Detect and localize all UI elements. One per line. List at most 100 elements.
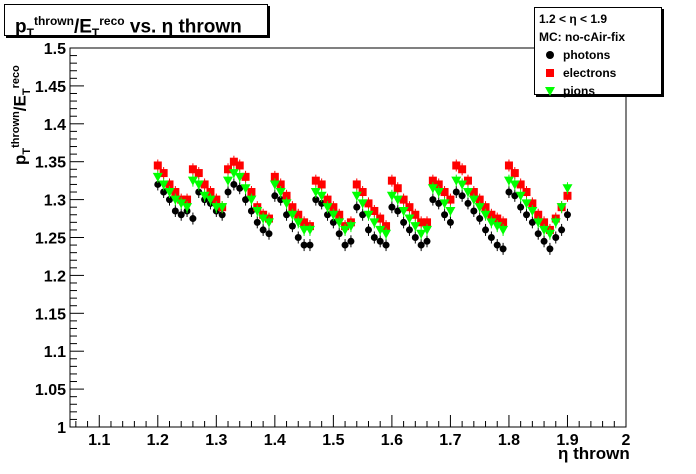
pions-point	[509, 180, 520, 190]
photons-point	[294, 234, 302, 241]
electrons-point	[370, 206, 379, 215]
electrons-point	[393, 184, 402, 193]
electrons-point	[423, 218, 432, 227]
electrons-point	[270, 172, 279, 181]
pions-point	[164, 188, 175, 198]
electrons-point	[469, 188, 478, 197]
electrons-point	[212, 195, 221, 204]
photons-point	[165, 196, 173, 204]
x-tick-label: 1.3	[205, 432, 227, 449]
pions-point	[340, 225, 351, 235]
ylabel-e-sub: T	[21, 88, 34, 96]
circle-marker-icon	[539, 46, 563, 64]
pions-point	[474, 203, 485, 213]
pions-point	[263, 218, 274, 228]
electrons-point	[452, 161, 461, 170]
pions-point	[223, 176, 234, 186]
pions-point	[205, 195, 216, 205]
electrons-point	[475, 195, 484, 204]
electrons-point	[153, 161, 162, 170]
pions-point	[492, 222, 503, 232]
photons-point	[400, 218, 408, 226]
ylabel-p-sup: thrown	[10, 111, 22, 148]
electrons-point	[229, 157, 238, 166]
photons-point	[265, 230, 273, 238]
photons-point	[230, 180, 238, 188]
pions-point	[427, 184, 438, 194]
plot-frame	[69, 47, 627, 428]
y-tick-label: 1.2	[44, 268, 66, 285]
photons-point	[271, 192, 279, 200]
y-tick-label: 1.1	[44, 344, 66, 361]
x-tick-label: 2	[622, 432, 631, 449]
pions-point	[416, 229, 427, 239]
pions-point	[369, 218, 380, 228]
photons-point	[534, 230, 542, 238]
title-p-sup: thrown	[33, 14, 74, 28]
electrons-point	[171, 188, 180, 197]
photons-point	[517, 203, 525, 211]
pions-point	[269, 180, 280, 190]
electrons-point	[311, 176, 320, 185]
pions-point	[556, 203, 567, 213]
x-tick-label: 1.1	[88, 432, 110, 449]
pions-point	[240, 184, 251, 194]
y-tick-label: 1.35	[35, 155, 66, 172]
y-tick-label: 1.05	[35, 382, 66, 399]
photons-point	[528, 218, 536, 226]
photons-point	[370, 234, 378, 241]
pions-point	[334, 218, 345, 228]
data-series	[152, 155, 573, 255]
legend-label-photons: photons	[563, 48, 611, 62]
electrons-point	[440, 188, 449, 197]
electrons-point	[235, 161, 244, 170]
electrons-point	[183, 195, 192, 204]
electrons-point	[446, 195, 455, 204]
pions-point	[328, 210, 339, 220]
electrons-point	[323, 195, 332, 204]
electrons-point	[276, 180, 285, 189]
pions-point	[234, 172, 245, 182]
pions-point	[480, 210, 491, 220]
pions-point	[445, 206, 456, 216]
photons-point	[277, 196, 285, 204]
y-tick-label: 1	[57, 420, 66, 437]
pions-point	[515, 191, 526, 201]
pions-point	[527, 206, 538, 216]
series-pions	[152, 167, 573, 240]
pions-point	[182, 203, 193, 213]
title-e-sub: T	[91, 26, 100, 41]
electrons-point	[282, 191, 291, 200]
y-tick-label: 1.3	[44, 193, 66, 210]
legend-entry-photons: photons	[539, 46, 657, 64]
legend-eta-range: 1.2 < η < 1.9	[539, 12, 608, 26]
photons-point	[283, 211, 291, 219]
photons-point	[552, 234, 560, 241]
electrons-point	[206, 188, 215, 197]
electrons-point	[522, 188, 531, 197]
photons-point	[341, 241, 349, 249]
photons-point	[511, 192, 519, 200]
pions-point	[498, 225, 509, 235]
electrons-point	[534, 210, 543, 219]
photons-point	[429, 196, 437, 204]
electrons-point	[364, 199, 373, 208]
photons-point	[335, 230, 343, 238]
photons-point	[247, 207, 255, 215]
pions-point	[539, 225, 550, 235]
electrons-point	[540, 218, 549, 227]
pions-point	[363, 210, 374, 220]
ylabel-e-sup: reco	[10, 65, 22, 89]
title-p: p	[15, 16, 27, 38]
pions-point	[293, 218, 304, 228]
pions-point	[544, 229, 555, 239]
pions-point	[357, 199, 368, 209]
photons-point	[306, 241, 314, 249]
electrons-point	[194, 169, 203, 178]
pions-point	[187, 176, 198, 186]
series-photons	[154, 178, 571, 255]
photons-point	[441, 211, 449, 219]
electrons-point	[335, 210, 344, 219]
pions-point	[433, 188, 444, 198]
y-tick-label: 1.5	[44, 41, 66, 58]
